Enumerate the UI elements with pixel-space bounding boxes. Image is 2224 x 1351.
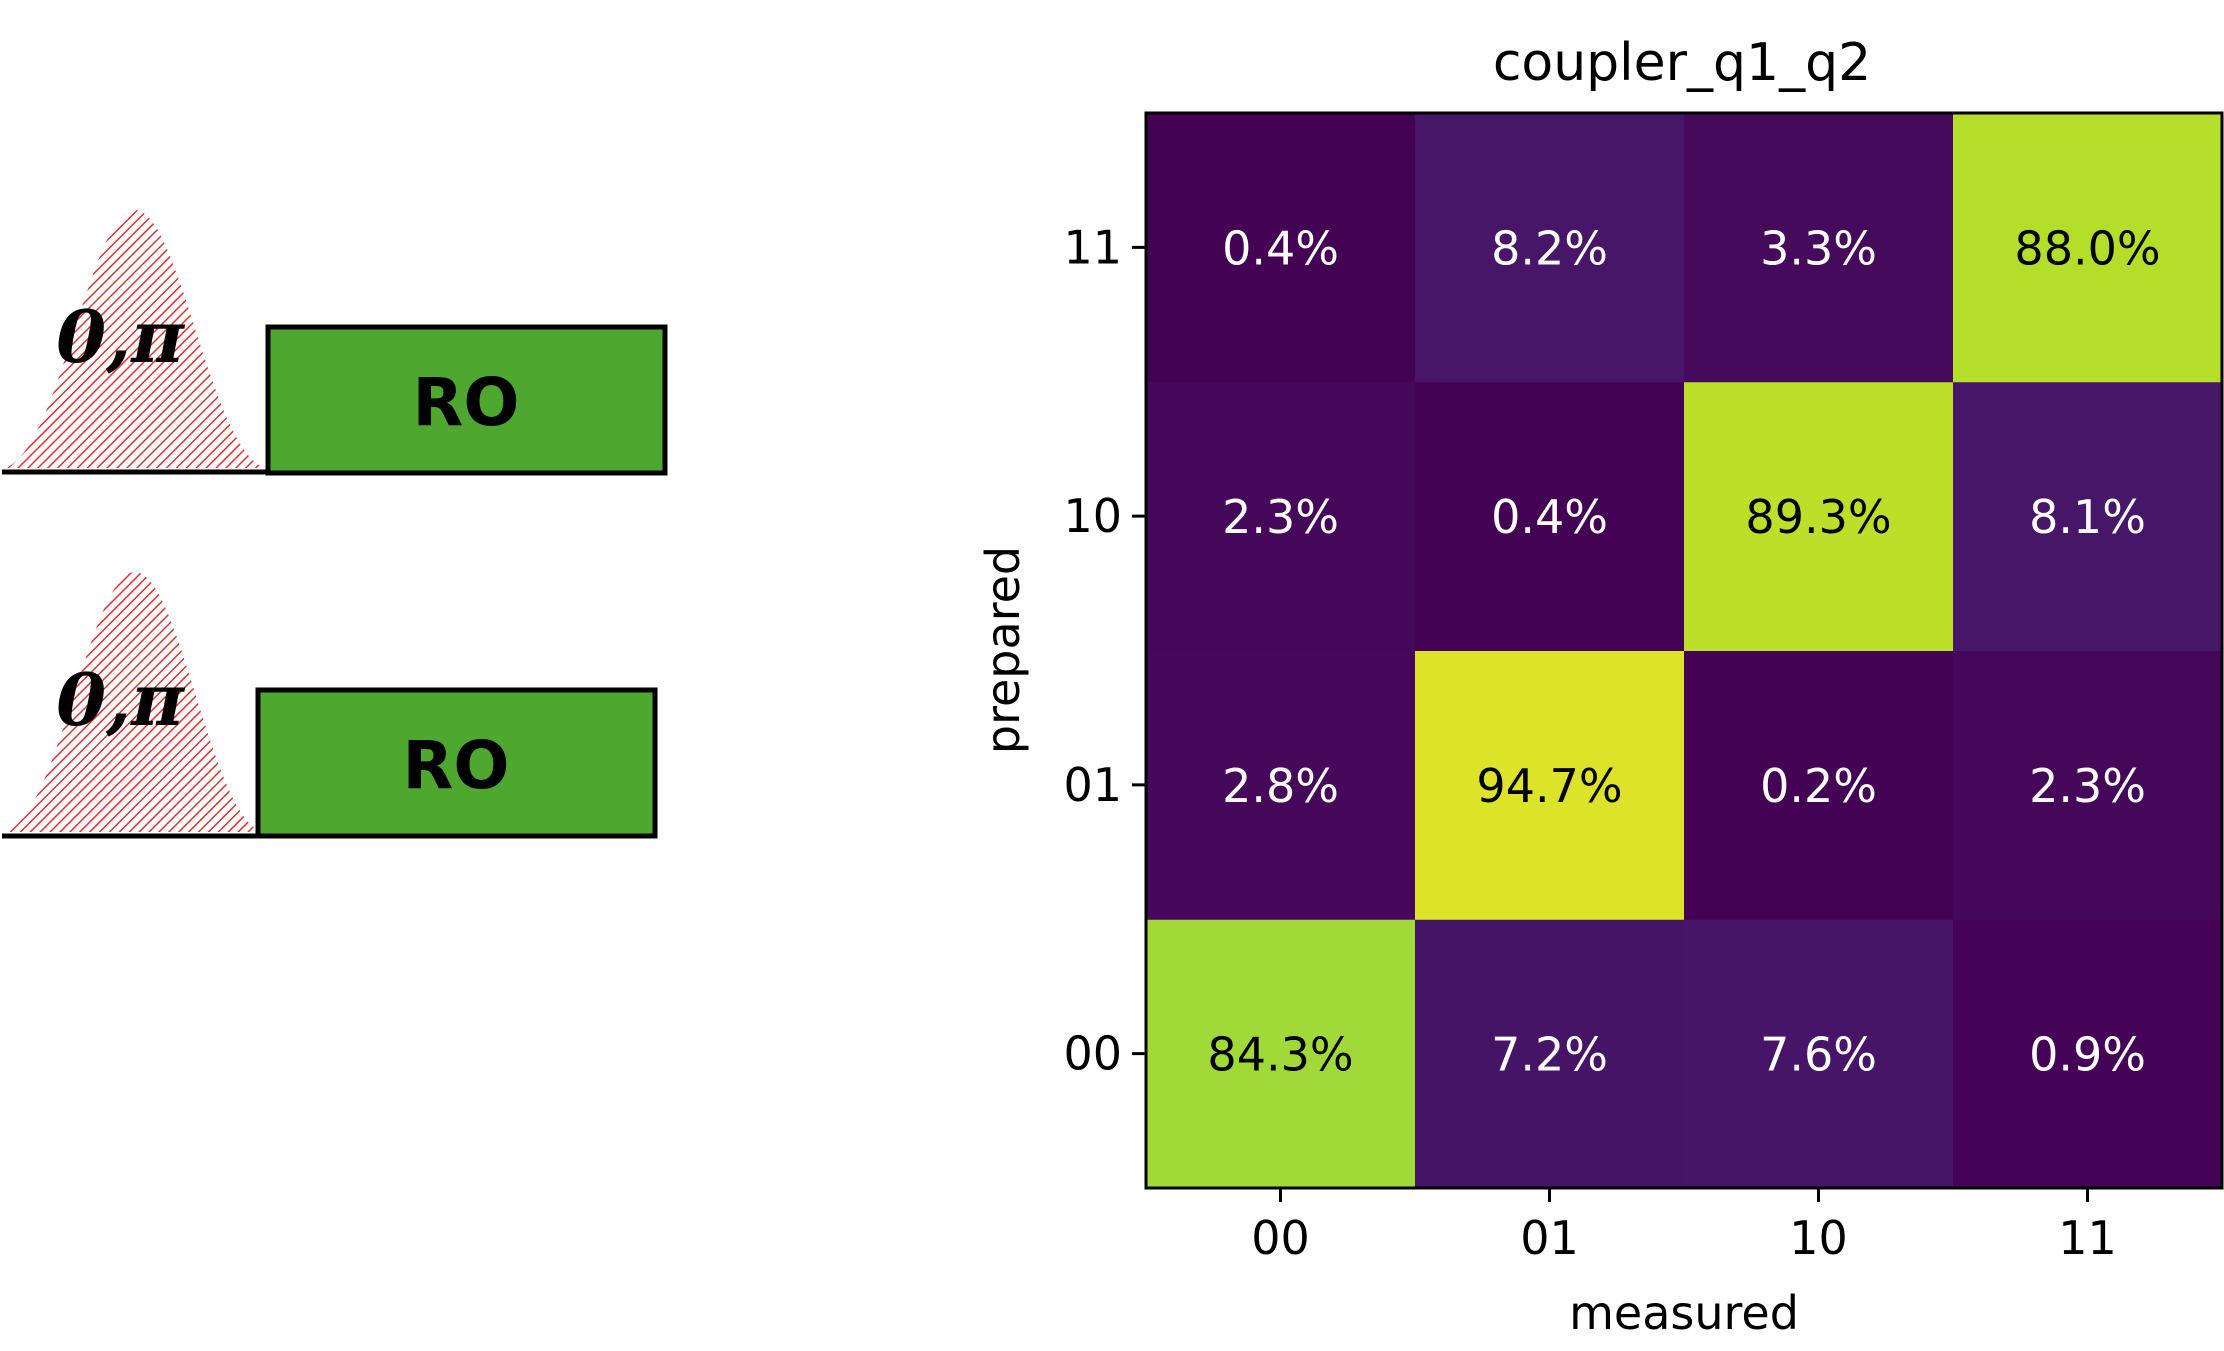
heatmap-chart: coupler_q1_q2 84.3% 7.2% 7.6% 0.9% 2.8% 94.7%… — [976, 33, 2224, 1340]
heatmap-cells: 84.3% 7.2% 7.6% 0.9% 2.8% 94.7% 0.2% 2.3% 2.3% 0.… — [1146, 113, 2223, 1189]
heatmap-cell — [1953, 650, 2223, 920]
y-tick-label: 01 — [1063, 758, 1122, 812]
readout-label: RO — [403, 727, 510, 804]
x-tick-label: 00 — [1251, 1211, 1310, 1265]
x-tick-label: 10 — [1789, 1211, 1848, 1265]
heatmap-cell — [1953, 381, 2223, 651]
cell-value-label: 0.4% — [1491, 490, 1608, 544]
heatmap-cell — [1415, 650, 1685, 920]
heatmap-cell — [1953, 113, 2223, 383]
readout-block — [255, 687, 658, 839]
cell-value-label: 2.8% — [1222, 759, 1339, 813]
x-tick-label: 01 — [1520, 1211, 1579, 1265]
readout-block — [265, 324, 668, 476]
axis-ticks: 00 01 10 11 00 01 10 11 — [1063, 220, 2116, 1265]
cell-value-label: 3.3% — [1760, 221, 1877, 275]
chart-title: coupler_q1_q2 — [1493, 33, 1871, 93]
cell-value-label: 84.3% — [1207, 1028, 1353, 1082]
cell-value-label: 7.6% — [1760, 1028, 1877, 1082]
heatmap-cell — [1146, 113, 1416, 383]
cell-value-label: 8.2% — [1491, 221, 1608, 275]
y-tick-label: 00 — [1063, 1027, 1122, 1081]
cell-value-label: 88.0% — [2014, 221, 2160, 275]
readout-label: RO — [413, 364, 520, 441]
heatmap-cell — [1146, 650, 1416, 920]
x-tick-label: 11 — [2058, 1211, 2117, 1265]
y-axis-label: prepared — [976, 546, 1030, 754]
cell-value-label: 0.4% — [1222, 221, 1339, 275]
heatmap-cell — [1684, 113, 1954, 383]
cell-value-label: 94.7% — [1476, 759, 1622, 813]
pulse-label: 0,π — [56, 294, 185, 379]
cell-value-label: 0.9% — [2029, 1028, 2146, 1082]
heatmap-cell — [1146, 919, 1416, 1189]
heatmap-cell — [1146, 381, 1416, 651]
x-axis-label: measured — [1569, 1286, 1799, 1340]
heatmap-cell — [1684, 381, 1954, 651]
cell-value-label: 8.1% — [2029, 490, 2146, 544]
gaussian-pulse-shape — [5, 210, 265, 468]
pulse-channel-2: 0,π RO — [2, 572, 658, 839]
cell-value-label: 2.3% — [1222, 490, 1339, 544]
heatmap-cell — [1684, 650, 1954, 920]
pulse-label: 0,π — [56, 657, 185, 742]
gaussian-pulse-shape — [5, 572, 262, 832]
cell-value-label: 7.2% — [1491, 1028, 1608, 1082]
pulse-channel-1: 0,π RO — [2, 210, 668, 476]
plot-frame — [1144, 111, 2224, 1190]
heatmap-cell — [1684, 919, 1954, 1189]
cell-value-label: 2.3% — [2029, 759, 2146, 813]
pulse-diagram: 0,π RO 0,π RO — [2, 210, 668, 839]
heatmap-cell — [1415, 113, 1685, 383]
y-tick-label: 10 — [1063, 489, 1122, 543]
cell-value-label: 89.3% — [1745, 490, 1891, 544]
heatmap-cell — [1415, 919, 1685, 1189]
heatmap-cell — [1415, 381, 1685, 651]
cell-value-label: 0.2% — [1760, 759, 1877, 813]
y-tick-label: 11 — [1063, 220, 1122, 274]
heatmap-cell — [1953, 919, 2223, 1189]
